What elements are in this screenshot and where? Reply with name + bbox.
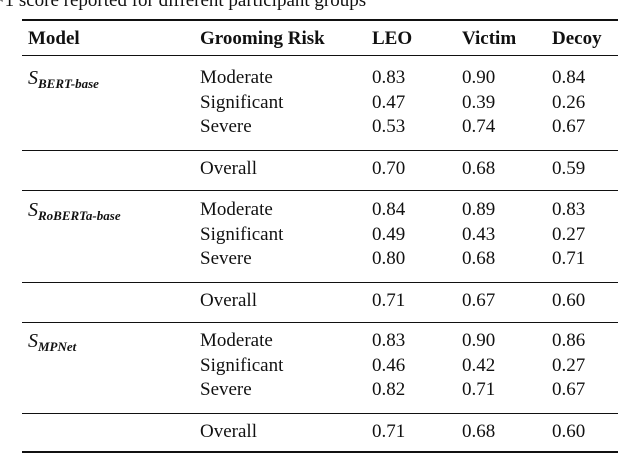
cell: 0.86 xyxy=(552,330,586,351)
model-symbol: S xyxy=(28,67,38,89)
overall-cell: 0.71 xyxy=(372,421,406,442)
cell: Moderate xyxy=(200,330,273,351)
column-header: Model xyxy=(28,28,80,49)
model-subscript: RoBERTa-base xyxy=(38,208,121,223)
cell: 0.27 xyxy=(552,223,586,245)
model-subscript: MPNet xyxy=(38,339,77,354)
cell: Moderate xyxy=(200,199,273,220)
cell: Significant xyxy=(200,354,284,376)
rule xyxy=(22,322,618,323)
cell: 0.39 xyxy=(462,91,496,113)
rule xyxy=(22,282,618,283)
cell: 0.83 xyxy=(372,67,406,88)
cell: 0.84 xyxy=(552,67,586,88)
column-header: Victim xyxy=(462,28,517,49)
caption: F1 score reported for different particip… xyxy=(0,0,367,11)
cell: Severe xyxy=(200,379,252,400)
cell: 0.53 xyxy=(372,116,406,137)
cell: 0.47 xyxy=(372,91,406,113)
model-name: SMPNet xyxy=(28,331,76,353)
cell: 0.42 xyxy=(462,354,496,376)
column-header: Decoy xyxy=(552,28,602,49)
rule xyxy=(22,451,618,453)
overall-cell: 0.60 xyxy=(552,421,586,442)
model-symbol: S xyxy=(28,330,38,352)
cell: 0.80 xyxy=(372,248,406,269)
cell: Significant xyxy=(200,91,284,113)
overall-cell: Overall xyxy=(200,421,257,442)
overall-cell: 0.68 xyxy=(462,158,496,179)
cell: Moderate xyxy=(200,67,273,88)
cell: 0.82 xyxy=(372,379,406,400)
rule xyxy=(22,413,618,414)
model-symbol: S xyxy=(28,199,38,221)
rule xyxy=(22,190,618,191)
cell: 0.46 xyxy=(372,354,406,376)
cell: 0.84 xyxy=(372,199,406,220)
overall-cell: 0.59 xyxy=(552,158,586,179)
overall-cell: Overall xyxy=(200,158,257,179)
overall-cell: 0.71 xyxy=(372,290,406,311)
cell: 0.67 xyxy=(552,116,586,137)
overall-cell: 0.70 xyxy=(372,158,406,179)
cell: 0.68 xyxy=(462,248,496,269)
cell: 0.27 xyxy=(552,354,586,376)
cell: 0.90 xyxy=(462,330,496,351)
cell: 0.74 xyxy=(462,116,496,137)
cell: Significant xyxy=(200,223,284,245)
model-name: SBERT-base xyxy=(28,68,99,90)
cell: 0.90 xyxy=(462,67,496,88)
cell: 0.71 xyxy=(462,379,496,400)
overall-cell: 0.67 xyxy=(462,290,496,311)
cell: 0.83 xyxy=(552,199,586,220)
cell: 0.67 xyxy=(552,379,586,400)
overall-cell: 0.68 xyxy=(462,421,496,442)
rule xyxy=(22,150,618,151)
cell: 0.71 xyxy=(552,248,586,269)
cell: 0.49 xyxy=(372,223,406,245)
overall-cell: 0.60 xyxy=(552,290,586,311)
cell: 0.83 xyxy=(372,330,406,351)
cell: 0.26 xyxy=(552,91,586,113)
cell: Severe xyxy=(200,248,252,269)
cell: Severe xyxy=(200,116,252,137)
rule xyxy=(22,55,618,56)
column-header: Grooming Risk xyxy=(200,28,325,49)
model-subscript: BERT-base xyxy=(38,76,99,91)
model-name: SRoBERTa-base xyxy=(28,200,121,222)
overall-cell: Overall xyxy=(200,290,257,311)
cell: 0.89 xyxy=(462,199,496,220)
column-header: LEO xyxy=(372,28,413,49)
cell: 0.43 xyxy=(462,223,496,245)
rule xyxy=(22,19,618,21)
